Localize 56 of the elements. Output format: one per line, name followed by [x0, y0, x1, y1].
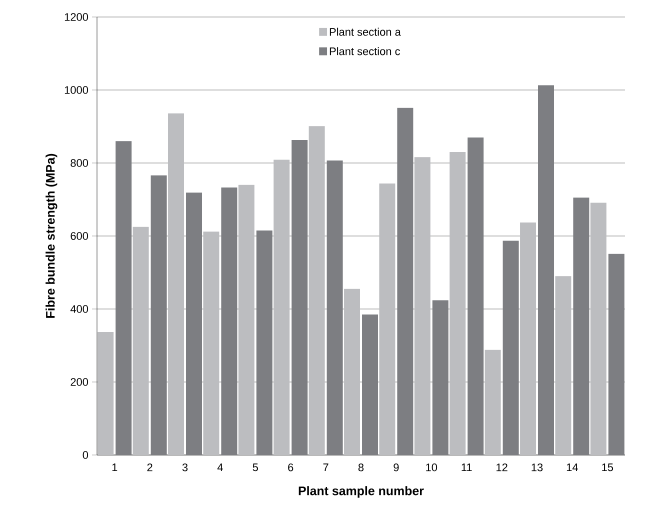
bar — [203, 232, 220, 455]
bar — [468, 137, 484, 455]
bar — [520, 222, 536, 455]
legend-label: Plant section c — [330, 47, 400, 56]
y-tick-label: 400 — [70, 305, 88, 313]
bar — [484, 350, 501, 455]
bar — [98, 332, 114, 455]
y-tick-label: 200 — [70, 378, 88, 386]
bar — [608, 254, 624, 455]
legend-label: Plant section a — [330, 28, 401, 36]
x-tick-label: 9 — [394, 464, 399, 472]
bar — [450, 152, 466, 455]
bar — [186, 192, 202, 455]
bar — [132, 226, 149, 455]
bar — [590, 202, 606, 455]
bar — [116, 141, 132, 455]
bar — [502, 240, 519, 455]
bar — [555, 276, 572, 455]
x-tick-label: 5 — [252, 464, 258, 472]
bar — [238, 184, 254, 455]
bar — [150, 175, 167, 455]
bar — [168, 113, 184, 455]
bar — [274, 160, 290, 455]
y-tick-label: 800 — [70, 159, 88, 167]
bar — [538, 85, 554, 455]
bar — [379, 183, 396, 455]
bar — [362, 314, 378, 455]
y-tick-label: 600 — [70, 232, 88, 240]
y-tick-label: 1200 — [64, 13, 88, 21]
bar — [221, 187, 238, 455]
bar — [308, 126, 325, 455]
bar — [573, 198, 590, 455]
bar — [326, 160, 343, 455]
x-tick-label: 4 — [217, 464, 223, 472]
bar — [256, 230, 272, 455]
x-tick-label: 10 — [426, 464, 438, 472]
bar — [344, 288, 360, 455]
y-tick-label: 1000 — [64, 86, 88, 94]
x-tick-label: 7 — [323, 464, 328, 472]
y-axis-title: Fibre bundle strength (MPa) — [46, 154, 58, 318]
x-tick-label: 13 — [532, 464, 543, 472]
y-tick-label: 0 — [82, 451, 88, 459]
bar — [432, 300, 448, 455]
bar — [292, 140, 308, 455]
x-tick-label: 6 — [288, 464, 294, 472]
x-axis-title: Plant sample number — [298, 486, 424, 498]
x-tick-label: 1 — [112, 464, 118, 472]
x-tick-label: 14 — [566, 464, 578, 472]
x-tick-label: 3 — [182, 464, 188, 472]
x-tick-label: 11 — [462, 464, 472, 472]
bar — [397, 108, 414, 455]
x-tick-label: 8 — [358, 464, 364, 472]
bar — [414, 157, 430, 455]
x-tick-label: 15 — [602, 464, 614, 472]
x-tick-label: 12 — [496, 464, 508, 472]
x-tick-label: 2 — [147, 464, 152, 472]
